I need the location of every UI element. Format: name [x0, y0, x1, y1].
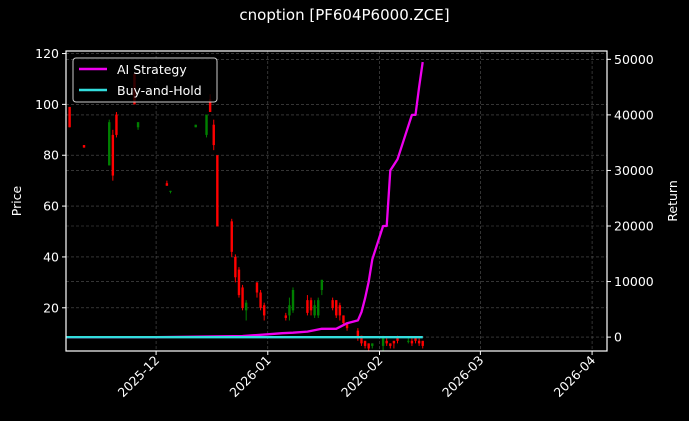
legend-label-buy-and-hold: Buy-and-Hold [117, 83, 202, 98]
left-tick-label: 120 [35, 46, 59, 61]
candle-body [342, 315, 345, 324]
candle-body [108, 122, 111, 166]
candle-body [356, 330, 360, 339]
candle-body [335, 300, 338, 316]
candle-body [309, 300, 313, 311]
candle-body [230, 221, 233, 252]
left-y-axis: 20 40 60 80 100 120 [35, 46, 66, 315]
candle-body [237, 269, 241, 296]
right-axis-label: Return [665, 180, 680, 221]
candle-body [68, 106, 71, 128]
candle-body [371, 343, 374, 346]
candle-body [338, 305, 342, 316]
x-tick-label: 2026-04 [551, 352, 599, 400]
plot-frame [65, 50, 608, 352]
candle-body [345, 323, 349, 329]
candle-body [169, 190, 172, 192]
ai-strategy-line [66, 61, 424, 339]
candle-body [136, 122, 140, 128]
x-tick-label: 2026-03 [439, 353, 487, 401]
candle-body [421, 340, 424, 346]
x-axis: 2025-12 2026-01 2026-02 2026-03 2026-04 [115, 351, 599, 401]
x-tick-label: 2026-02 [338, 353, 386, 401]
candle-body [414, 338, 417, 341]
left-tick-label: 20 [43, 300, 59, 315]
candle-body [381, 338, 385, 346]
candle-body [255, 282, 259, 293]
right-y-axis: 0 10000 20000 30000 40000 50000 [607, 52, 654, 345]
candle-body [82, 145, 86, 148]
candle-body [262, 305, 266, 316]
candle-body [208, 99, 212, 113]
candle-body [407, 340, 410, 342]
candle-body [320, 279, 324, 290]
candle-body [216, 155, 219, 227]
candle-body [317, 300, 320, 316]
legend: AI Strategy Buy-and-Hold [72, 57, 218, 103]
x-tick-label: 2025-12 [115, 353, 163, 401]
candle-body [244, 302, 248, 311]
return-lines [66, 61, 424, 339]
candle-body [212, 124, 215, 146]
legend-label-ai-strategy: AI Strategy [117, 62, 187, 77]
candle-body [360, 335, 363, 344]
candle-body [331, 300, 334, 308]
candle-body [392, 340, 396, 344]
candle-body [313, 305, 316, 316]
chart-title: cnoption [PF604P6000.ZCE] [239, 6, 450, 24]
candle-body [291, 289, 295, 311]
candle-body [165, 183, 169, 186]
left-tick-label: 80 [43, 148, 59, 163]
candle-body [363, 340, 367, 346]
candle-body [194, 124, 197, 128]
left-axis-label: Price [9, 185, 24, 216]
candle-body [367, 343, 370, 349]
candle-body [115, 114, 118, 135]
candle-body [417, 340, 421, 344]
candle-body [385, 340, 388, 344]
candle-body [205, 114, 208, 135]
left-tick-label: 60 [43, 199, 59, 214]
legend-box [72, 57, 218, 103]
candle-body [389, 343, 392, 346]
x-tick-label: 2026-01 [226, 353, 274, 401]
candle-body [284, 315, 288, 318]
right-tick-label: 10000 [614, 274, 654, 289]
candle-body [306, 300, 309, 313]
right-tick-label: 20000 [614, 219, 654, 234]
right-tick-label: 40000 [614, 107, 654, 122]
right-tick-label: 30000 [614, 163, 654, 178]
right-tick-label: 0 [614, 330, 622, 345]
candle-body [259, 292, 262, 308]
candle-body [111, 134, 115, 176]
candlestick-series [68, 73, 424, 351]
candle-body [241, 287, 244, 308]
right-tick-label: 50000 [614, 52, 654, 67]
left-tick-label: 100 [35, 97, 59, 112]
candle-body [410, 340, 414, 344]
candle-body [396, 338, 399, 341]
candle-body [288, 305, 291, 316]
left-tick-label: 40 [43, 249, 59, 264]
candle-body [234, 256, 237, 278]
